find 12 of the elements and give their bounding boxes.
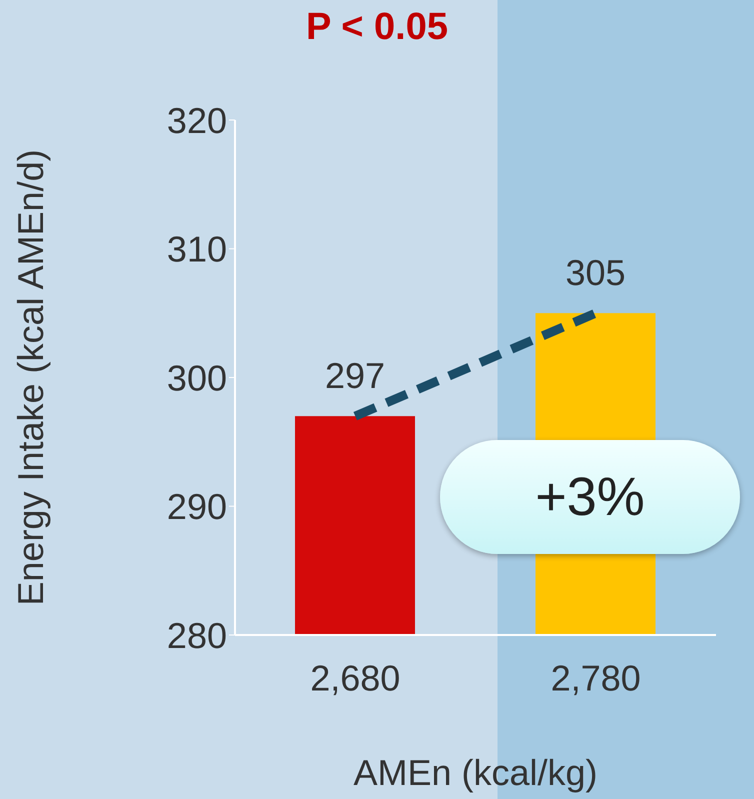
data-label: 297 — [324, 355, 386, 396]
x-tick-label: 2,780 — [550, 658, 641, 699]
y-tick-label: 320 — [166, 100, 227, 141]
chart-title: P < 0.05 — [305, 6, 449, 49]
y-axis-title: Energy Intake (kcal AMEn/d) — [10, 149, 51, 606]
y-tick-label: 290 — [166, 486, 227, 528]
y-tick-label: 280 — [166, 614, 227, 656]
x-axis-title: AMEn (kcal/kg) — [353, 752, 598, 793]
y-tick-label: 310 — [166, 228, 227, 270]
data-label: 305 — [565, 252, 626, 294]
x-tick-label: 2,680 — [310, 658, 400, 699]
y-tick-label: 300 — [166, 357, 227, 398]
